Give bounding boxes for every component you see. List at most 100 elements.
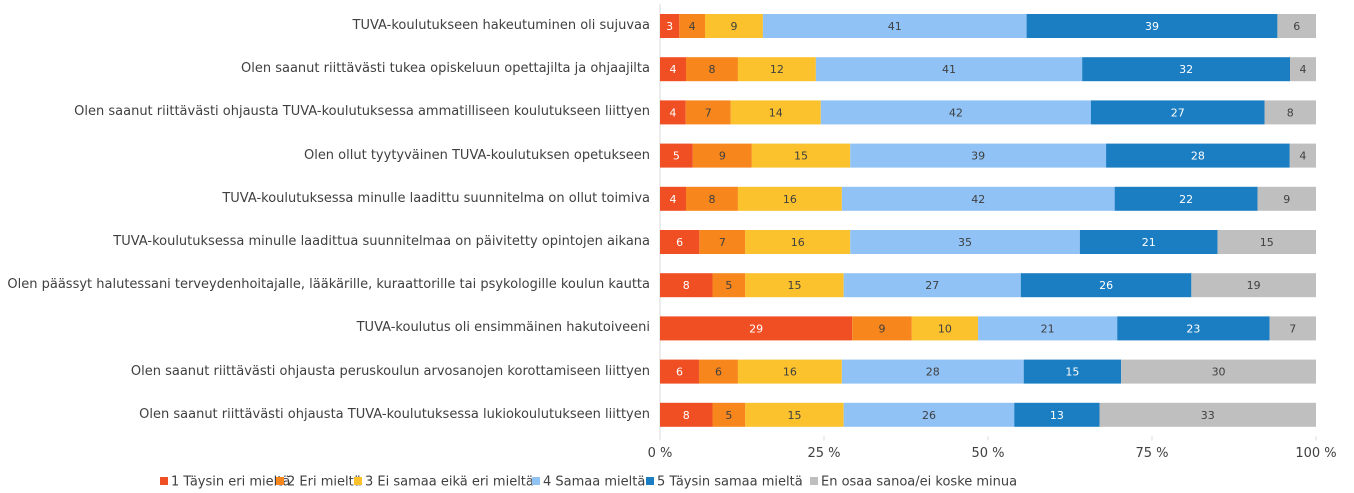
bar-segment — [745, 230, 851, 254]
data-label: 5 — [725, 409, 732, 422]
bar-segment — [679, 14, 706, 38]
bar-segment — [712, 273, 746, 298]
category-label: TUVA-koulutukseen hakeutuminen oli sujuv… — [352, 18, 650, 33]
data-label: 7 — [705, 106, 712, 119]
data-label: 4 — [1299, 150, 1306, 163]
category-label: Olen saanut riittävästi ohjausta TUVA-ko… — [139, 406, 650, 422]
data-label: 30 — [1212, 366, 1226, 379]
bar-segment — [1121, 359, 1316, 384]
legend-swatch — [532, 477, 540, 485]
data-label: 9 — [878, 322, 885, 335]
bar-segment — [1217, 230, 1316, 254]
data-label: 9 — [719, 150, 726, 163]
data-label: 8 — [1287, 106, 1294, 119]
data-label: 42 — [949, 106, 963, 119]
bar-segment — [850, 143, 1107, 168]
data-label: 5 — [673, 150, 680, 163]
data-label: 26 — [1099, 279, 1113, 292]
x-tick-label: 100 % — [1295, 446, 1336, 461]
data-label: 19 — [1247, 279, 1261, 292]
data-label: 7 — [1289, 322, 1296, 335]
data-label: 3 — [666, 20, 673, 33]
data-label: 4 — [689, 20, 696, 33]
bar-segment — [685, 57, 738, 82]
bar-segment — [1106, 143, 1290, 168]
data-label: 33 — [1201, 409, 1215, 422]
data-label: 21 — [1041, 322, 1055, 335]
data-label: 4 — [669, 63, 676, 76]
data-label: 8 — [708, 193, 715, 206]
legend-label: 5 Täysin samaa mieltä — [657, 475, 803, 490]
data-label: 4 — [669, 193, 676, 206]
legend-swatch — [810, 477, 818, 485]
bar-segment — [1114, 186, 1258, 211]
data-label: 15 — [1065, 366, 1079, 379]
bar-segment — [815, 57, 1083, 82]
bar-segment — [1264, 100, 1316, 125]
bar-segment — [712, 402, 746, 427]
bar-segment — [762, 14, 1027, 38]
bar-segment — [1289, 143, 1316, 168]
data-label: 8 — [708, 63, 715, 76]
data-label: 42 — [971, 193, 985, 206]
bar-segment — [699, 230, 746, 254]
data-label: 13 — [1050, 409, 1064, 422]
bar-segment — [841, 359, 1024, 384]
data-label: 39 — [1145, 20, 1159, 33]
bar-segment — [745, 273, 844, 298]
category-label: Olen ollut tyytyväinen TUVA-koulutuksen … — [303, 147, 650, 163]
x-tick-label: 25 % — [807, 446, 840, 461]
data-label: 16 — [791, 236, 805, 249]
data-label: 12 — [770, 63, 784, 76]
data-label: 6 — [676, 236, 683, 249]
legend-label: 4 Samaa mieltä — [543, 475, 645, 490]
bar-segment — [843, 402, 1015, 427]
data-label: 7 — [719, 236, 726, 249]
data-label: 15 — [787, 279, 801, 292]
data-label: 16 — [783, 366, 797, 379]
bar-segment — [698, 359, 738, 384]
data-label: 10 — [938, 322, 952, 335]
bar-segment — [1290, 57, 1316, 82]
data-label: 27 — [1171, 106, 1185, 119]
bar-segment — [852, 316, 912, 341]
category-label: TUVA-koulutuksessa minulle laadittua suu… — [113, 234, 650, 249]
bar-segment — [660, 359, 699, 384]
data-label: 8 — [683, 279, 690, 292]
data-label: 4 — [1300, 63, 1307, 76]
bar-segment — [660, 273, 713, 298]
data-label: 41 — [888, 20, 902, 33]
data-label: 41 — [942, 63, 956, 76]
data-label: 15 — [787, 409, 801, 422]
bar-segment — [660, 14, 680, 38]
data-label: 23 — [1186, 322, 1200, 335]
x-tick-label: 50 % — [971, 446, 1004, 461]
bar-segment — [685, 100, 731, 125]
bar-segment — [660, 57, 686, 82]
category-label: Olen saanut riittävästi ohjausta TUVA-ko… — [74, 104, 650, 120]
legend-swatch — [276, 477, 284, 485]
data-label: 26 — [922, 409, 936, 422]
data-label: 8 — [683, 409, 690, 422]
bar-segment — [1277, 14, 1316, 38]
data-label: 6 — [1293, 20, 1300, 33]
bar-segment — [751, 143, 851, 168]
bar-segment — [660, 143, 693, 168]
bar-segment — [1023, 359, 1122, 384]
data-label: 6 — [715, 366, 722, 379]
bar-segment — [1026, 14, 1278, 38]
data-label: 28 — [926, 366, 940, 379]
data-label: 35 — [958, 236, 972, 249]
data-label: 29 — [749, 322, 763, 335]
bar-segment — [1099, 402, 1316, 427]
bar-segment — [685, 186, 738, 211]
bar-segment — [850, 230, 1080, 254]
data-label: 9 — [730, 20, 737, 33]
bar-segment — [1269, 316, 1316, 341]
bar-segment — [1090, 100, 1265, 125]
legend-label: 3 Ei samaa eikä eri mieltä — [365, 475, 534, 490]
bar-segment — [660, 316, 853, 341]
bar-segment — [705, 14, 763, 38]
